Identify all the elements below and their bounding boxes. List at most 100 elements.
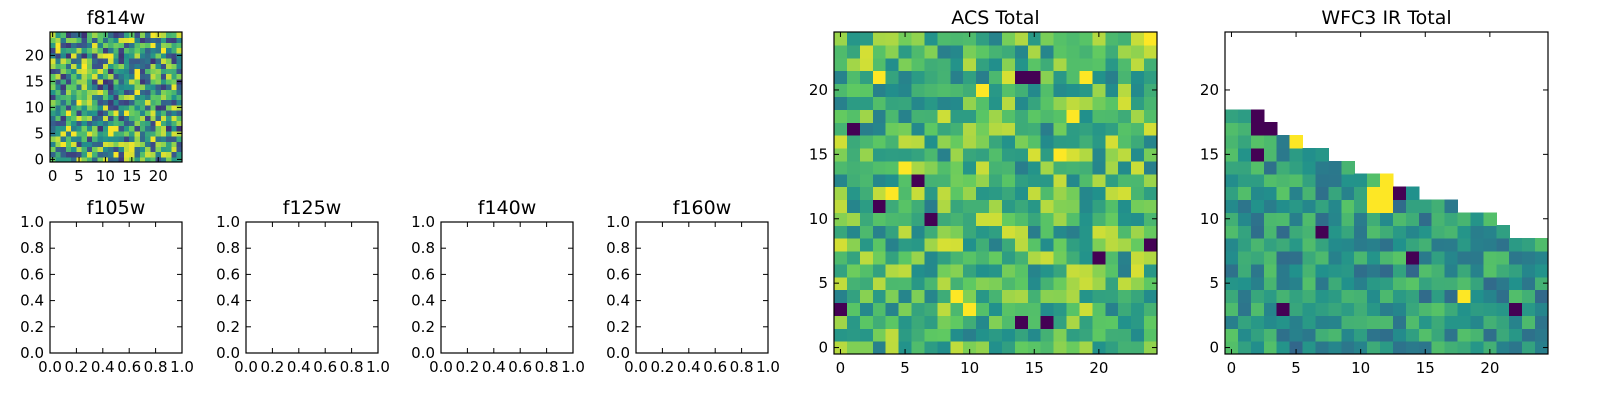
heatmap-cell	[1470, 212, 1484, 226]
heatmap-cell	[65, 32, 72, 38]
heatmap-cell	[102, 136, 109, 142]
heatmap-cell	[950, 263, 964, 278]
heatmap-cell	[872, 238, 887, 252]
heatmap-cell	[1367, 328, 1381, 342]
heatmap-cell	[1118, 238, 1132, 252]
heatmap-cell	[1405, 328, 1420, 342]
heatmap-cell	[102, 125, 109, 132]
heatmap-cell	[989, 315, 1003, 329]
heatmap-cell	[55, 52, 62, 59]
heatmap-cell	[1483, 238, 1497, 252]
heatmap-cell	[989, 57, 1003, 72]
heatmap-cell	[160, 37, 167, 43]
heatmap-cell	[166, 47, 173, 54]
heatmap-cell	[166, 110, 173, 116]
heatmap-cell	[92, 104, 99, 111]
heatmap-cell	[65, 78, 72, 85]
heatmap-cell	[71, 94, 77, 101]
heatmap-cell	[71, 156, 77, 163]
heatmap-cell	[1027, 263, 1042, 278]
heatmap-cell	[71, 63, 77, 69]
x-tick-label: 0.4	[91, 358, 115, 376]
heatmap-cell	[139, 73, 146, 80]
heatmap-cell	[898, 57, 913, 72]
heatmap-cell	[129, 68, 136, 75]
heatmap-cell	[1418, 289, 1433, 304]
heatmap-cell	[872, 135, 887, 149]
heatmap-cell	[150, 63, 157, 69]
heatmap-cell	[166, 94, 173, 101]
heatmap-cell	[898, 173, 913, 188]
heatmap-cell	[872, 160, 887, 175]
heatmap-cell	[924, 276, 938, 291]
heatmap-cell	[976, 315, 990, 329]
heatmap-cell	[1341, 250, 1355, 265]
heatmap-cell	[1118, 199, 1132, 213]
heatmap-cell	[150, 99, 157, 106]
heatmap-cell	[1431, 315, 1446, 329]
heatmap-cell	[176, 37, 183, 43]
heatmap-cell	[76, 73, 83, 80]
y-tick-label: 15	[1200, 145, 1219, 163]
heatmap-cell	[1118, 341, 1132, 355]
heatmap-cell	[134, 63, 141, 69]
heatmap-cell	[1053, 199, 1068, 213]
heatmap-cell	[846, 147, 861, 162]
heatmap-cell	[1092, 147, 1106, 162]
heatmap-cell	[155, 125, 162, 132]
heatmap-cell	[950, 225, 964, 239]
heatmap-cell	[1367, 186, 1381, 201]
heatmap-cell	[150, 52, 157, 59]
heatmap-cell	[129, 37, 136, 43]
heatmap-cell	[1105, 160, 1119, 175]
heatmap-cell	[911, 199, 926, 213]
heatmap-cell	[1341, 173, 1355, 188]
heatmap-cell	[859, 276, 874, 291]
heatmap-cell	[989, 225, 1003, 239]
heatmap-cell	[55, 141, 62, 147]
heatmap-cell	[937, 263, 951, 278]
heatmap-cell	[1302, 315, 1317, 329]
heatmap-cell	[1341, 225, 1355, 239]
heatmap-cell	[1079, 173, 1093, 188]
heatmap-cell	[150, 47, 157, 54]
heatmap-cell	[1105, 57, 1119, 72]
heatmap-cell	[166, 37, 173, 43]
heatmap-cell	[139, 110, 146, 116]
heatmap-cell	[1367, 341, 1381, 355]
heatmap-cell	[108, 63, 114, 69]
x-tick-label: 0.2	[260, 358, 284, 376]
heatmap-cell	[97, 52, 104, 59]
heatmap-cell	[1092, 57, 1106, 72]
heatmap-cell	[872, 147, 887, 162]
heatmap-cell	[1105, 186, 1119, 201]
heatmap-cell	[1092, 199, 1106, 213]
heatmap-cell	[1105, 44, 1119, 59]
heatmap-cell	[1328, 302, 1342, 316]
heatmap-cell	[1105, 199, 1119, 213]
heatmap-cell	[950, 199, 964, 213]
heatmap-cell	[1237, 250, 1252, 265]
heatmap-cell	[86, 156, 93, 163]
heatmap-cell	[1131, 199, 1145, 213]
heatmap-cell	[846, 250, 861, 265]
heatmap-cell	[1237, 276, 1252, 291]
heatmap-cell	[1276, 225, 1291, 239]
heatmap-cell	[846, 70, 861, 85]
heatmap-cell	[1457, 315, 1472, 329]
heatmap-cell	[50, 115, 56, 121]
heatmap-cell	[139, 115, 146, 121]
heatmap-cell	[160, 52, 167, 59]
heatmap-cell	[97, 99, 104, 106]
heatmap-cell	[102, 89, 109, 95]
heatmap-cell	[108, 136, 114, 142]
heatmap-cell	[1027, 160, 1042, 175]
heatmap-cell	[92, 58, 99, 64]
heatmap-cell	[176, 110, 183, 116]
heatmap-cell	[1237, 135, 1252, 149]
heatmap-cell	[1092, 315, 1106, 329]
heatmap-cell	[963, 225, 977, 239]
heatmap-cell	[1027, 96, 1042, 110]
heatmap-cell	[976, 263, 990, 278]
heatmap-cell	[834, 32, 848, 46]
